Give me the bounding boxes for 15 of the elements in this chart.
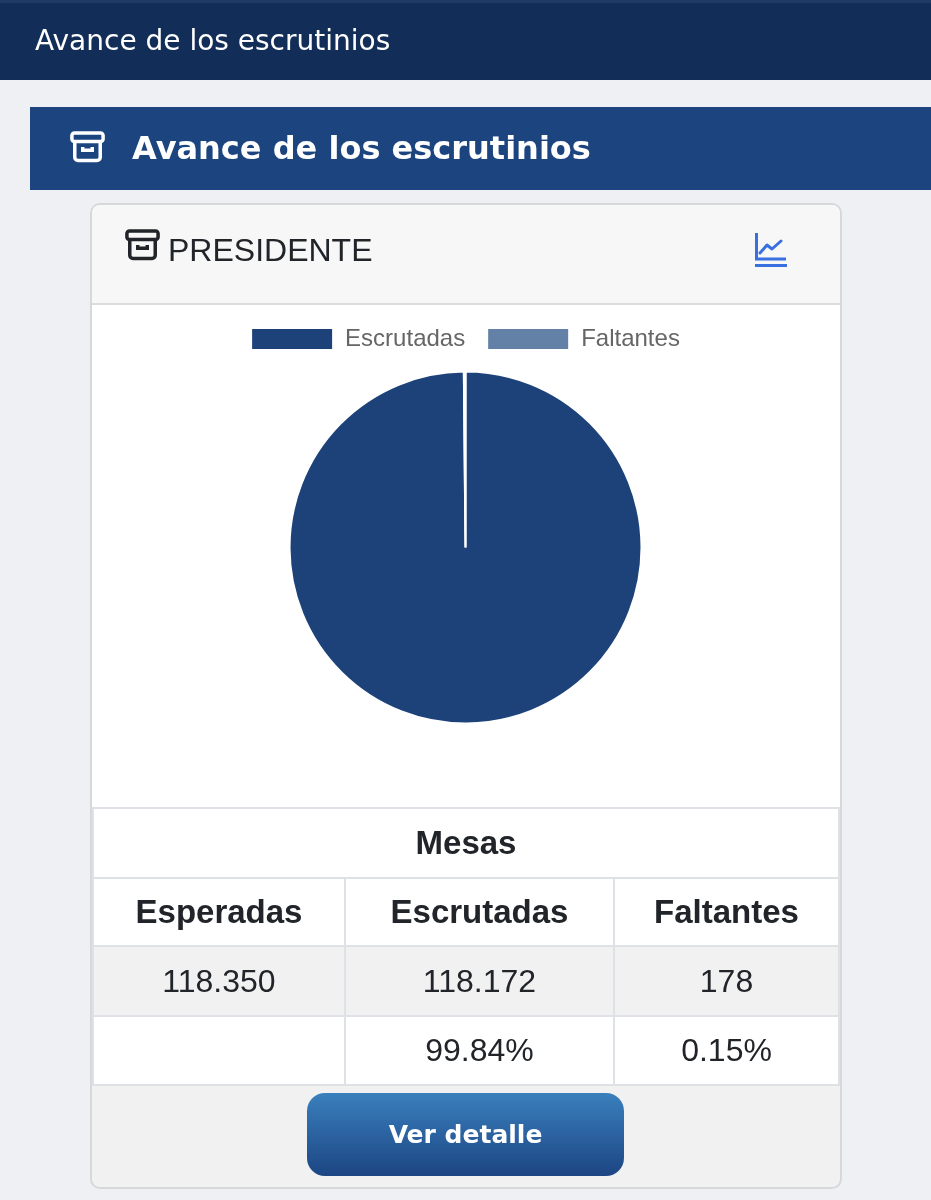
category-label: Faltantes bbox=[654, 893, 799, 930]
text: 0.15% bbox=[614, 1016, 840, 1085]
text: 178 bbox=[614, 946, 840, 1016]
text: Avance de los escrutinios bbox=[35, 24, 391, 58]
text: 99.84% bbox=[345, 1016, 614, 1085]
category-label: Escrutadas bbox=[390, 893, 569, 930]
chart-subtitle: PRESIDENTE bbox=[168, 231, 373, 269]
button[interactable]: Ver detalle bbox=[307, 1093, 624, 1176]
legend-label: Escrutadas bbox=[345, 323, 466, 351]
text: Esperadas bbox=[93, 878, 345, 946]
text: 118.350 bbox=[93, 946, 345, 1016]
chart-title: Avance de los escrutinios bbox=[132, 128, 591, 168]
text: 118.172 bbox=[345, 946, 614, 1016]
text: Mesas bbox=[93, 808, 840, 878]
legend-label: Faltantes bbox=[581, 323, 680, 351]
